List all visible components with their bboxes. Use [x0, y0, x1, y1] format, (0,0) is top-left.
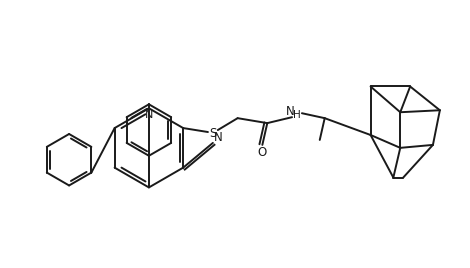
Text: S: S: [209, 126, 217, 140]
Text: N: N: [286, 105, 294, 118]
Text: H: H: [293, 110, 301, 120]
Text: N: N: [213, 132, 222, 144]
Text: O: O: [258, 146, 267, 159]
Text: N: N: [145, 110, 153, 120]
